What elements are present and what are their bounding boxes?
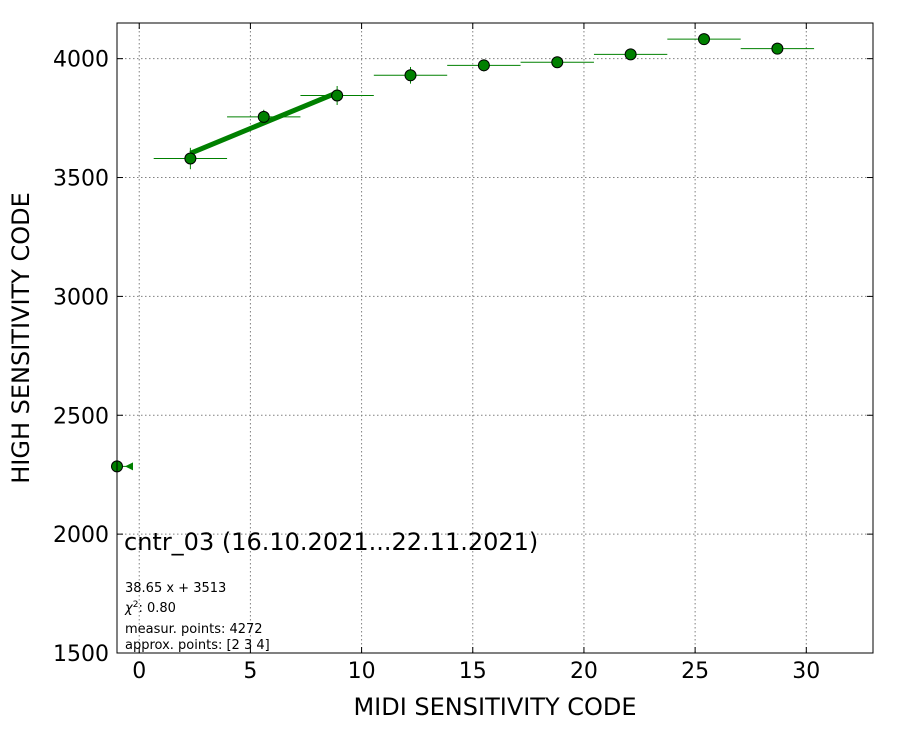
- y-tick-label: 2000: [53, 523, 109, 548]
- x-axis-title: MIDI SENSITIVITY CODE: [353, 693, 636, 721]
- data-point: [404, 69, 417, 82]
- data-point: [771, 42, 784, 55]
- plot-frame: [116, 22, 874, 654]
- annotation-approx-points: approx. points: [2 3 4]: [125, 638, 270, 653]
- y-tick-label: 3000: [53, 285, 109, 310]
- annotation-equation: 38.65 x + 3513: [125, 581, 226, 596]
- data-point: [698, 33, 711, 46]
- data-point: [624, 48, 637, 61]
- chi2-exponent: 2: [133, 600, 139, 610]
- arrow-marker: [125, 462, 133, 471]
- y-axis-title: HIGH SENSITIVITY CODE: [7, 192, 35, 484]
- x-tick-label: 10: [348, 659, 376, 684]
- chi2-value: : 0.80: [138, 601, 175, 616]
- chi2-symbol: χ: [124, 601, 134, 616]
- data-marks: [111, 33, 815, 473]
- data-point: [257, 110, 270, 123]
- data-point: [477, 59, 490, 72]
- annotation-title: cntr_03 (16.10.2021...22.11.2021): [124, 528, 538, 556]
- plot-background: [117, 23, 873, 653]
- y-tick-label: 3500: [53, 167, 109, 192]
- x-tick-label: 15: [459, 659, 487, 684]
- y-tick-label: 2500: [53, 404, 109, 429]
- x-tick-label: 0: [132, 659, 146, 684]
- data-point: [184, 152, 197, 165]
- y-tick-label: 4000: [53, 48, 109, 73]
- data-point: [331, 89, 344, 102]
- annotation-measured-points: measur. points: 4272: [125, 622, 263, 637]
- data-point: [551, 56, 564, 69]
- y-tick-label: 1500: [53, 642, 109, 667]
- ticks: 0 5 10 15 20 25 30 1500 2000 2500 3000 3500 4000: [53, 23, 873, 684]
- annotation-chi2: χ2: 0.80: [124, 600, 176, 616]
- x-tick-label: 25: [681, 659, 709, 684]
- x-tick-label: 20: [570, 659, 598, 684]
- x-tick-label: 5: [243, 659, 257, 684]
- x-tick-label: 30: [792, 659, 820, 684]
